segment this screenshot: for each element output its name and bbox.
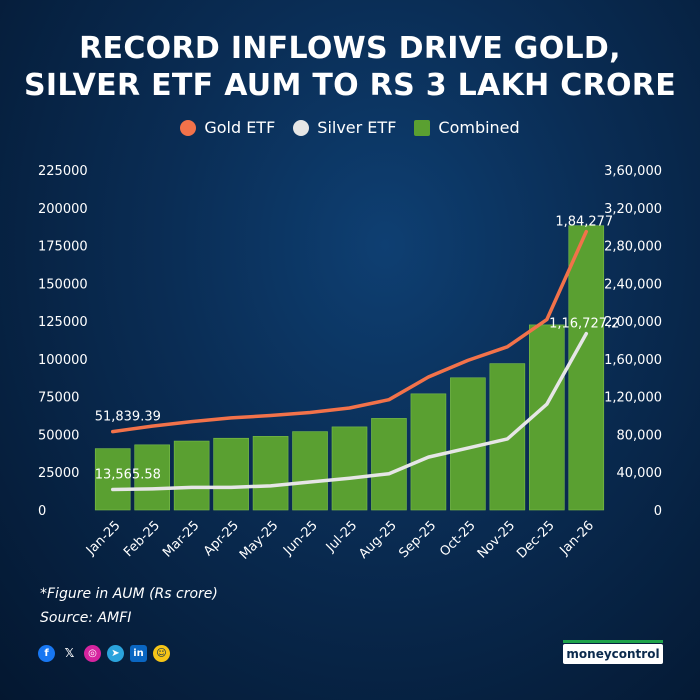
combined-bar [94, 448, 131, 511]
x-axis-tick-label: Oct-25 [437, 518, 479, 560]
left-axis-tick-label: 0 [38, 504, 46, 519]
silver-etf-data-label: 1,16,727.2 [549, 317, 619, 332]
footnote: *Figure in AUM (Rs crore) Source: AMFI [40, 582, 218, 630]
right-axis-tick-label: 3,60,000 [604, 164, 662, 179]
right-axis-tick-label: 0 [654, 504, 662, 519]
combined-bar [292, 431, 328, 511]
combined-bar [331, 426, 368, 511]
silver-etf-line [110, 331, 589, 492]
social-icons: f 𝕏 ◎ ➤ in ☺ [38, 645, 170, 662]
left-axis-tick-label: 200000 [38, 202, 88, 217]
combined-bar [134, 444, 170, 511]
combined-bar [529, 324, 565, 511]
linkedin-icon[interactable]: in [130, 645, 147, 662]
left-axis-tick-label: 125000 [38, 315, 88, 330]
legend-swatch-gold [180, 119, 197, 136]
x-axis-tick-label: Dec-25 [514, 518, 557, 561]
left-axis-tick-label: 175000 [38, 240, 88, 255]
left-axis-tick-label: 75000 [38, 391, 79, 406]
x-axis-tick-label: Apr-25 [201, 518, 242, 559]
x-axis-tick-label: Mar-25 [160, 518, 202, 560]
brand-logo-stroke [563, 640, 663, 643]
instagram-icon[interactable]: ◎ [84, 645, 101, 662]
x-icon[interactable]: 𝕏 [64, 646, 75, 660]
legend-label-silver: Silver ETF [317, 118, 397, 137]
left-axis-tick-label: 25000 [38, 466, 79, 481]
x-axis-tick-label: Jun-25 [280, 518, 321, 559]
x-axis-tick-label: Sep-25 [396, 518, 439, 561]
gold-etf-line [110, 229, 589, 434]
legend-label-gold: Gold ETF [204, 118, 276, 137]
footnote-source: Source: AMFI [40, 610, 132, 626]
gold-etf-data-label: 51,839.39 [95, 410, 161, 425]
combined-bar [568, 225, 605, 511]
brand-logo-text: moneycontrol [566, 647, 660, 661]
legend: Gold ETF Silver ETF Combined [0, 118, 700, 137]
x-axis-tick-label: Nov-25 [475, 518, 518, 561]
combined-bar [252, 436, 289, 511]
right-axis-tick-label: 1,20,000 [604, 391, 662, 406]
left-axis-tick-label: 50000 [38, 428, 79, 443]
combined-bar [173, 440, 210, 511]
chart-title-line-1: RECORD INFLOWS DRIVE GOLD, [79, 31, 621, 66]
left-axis-tick-label: 100000 [38, 353, 88, 368]
left-axis-tick-label: 225000 [38, 164, 88, 179]
silver-etf-data-label: 13,565.58 [95, 468, 161, 483]
x-axis-tick-label: May-25 [237, 518, 281, 562]
x-axis-tick-label: Jan-26 [557, 518, 598, 559]
right-axis-tick-label: 1,60,000 [604, 353, 662, 368]
x-axis-tick-label: Feb-25 [121, 518, 163, 560]
telegram-icon[interactable]: ➤ [107, 645, 124, 662]
right-axis-tick-label: 80,000 [617, 428, 663, 443]
legend-item-gold: Gold ETF [180, 118, 275, 137]
footnote-note: *Figure in AUM (Rs crore) [40, 586, 218, 602]
right-axis-tick-label: 3,20,000 [604, 202, 662, 217]
chart-title: RECORD INFLOWS DRIVE GOLD, SILVER ETF AU… [0, 30, 700, 104]
legend-item-combined: Combined [414, 118, 520, 137]
legend-swatch-combined [414, 119, 431, 136]
legend-label-combined: Combined [438, 118, 520, 137]
snapchat-icon[interactable]: ☺ [153, 645, 170, 662]
right-axis-tick-label: 2,80,000 [604, 240, 662, 255]
facebook-icon[interactable]: f [38, 645, 55, 662]
x-axis-tick-label: Aug-25 [356, 518, 400, 562]
combined-bar [213, 437, 249, 511]
left-axis-tick-label: 150000 [38, 277, 88, 292]
right-axis-tick-label: 40,000 [617, 466, 663, 481]
legend-item-silver: Silver ETF [293, 118, 396, 137]
combined-bar [410, 393, 447, 511]
chart-title-line-2: SILVER ETF AUM TO RS 3 LAKH CRORE [24, 68, 676, 103]
gold-etf-data-label: 1,84,277 [555, 215, 613, 230]
x-axis-tick-label: Jul-25 [323, 518, 360, 555]
brand-logo: moneycontrol [563, 640, 663, 664]
x-axis-tick-label: Jan-25 [83, 518, 124, 559]
combined-bar [371, 418, 407, 511]
legend-swatch-silver [293, 119, 310, 136]
right-axis-tick-label: 2,00,000 [604, 315, 662, 330]
right-axis-tick-label: 2,40,000 [604, 277, 662, 292]
